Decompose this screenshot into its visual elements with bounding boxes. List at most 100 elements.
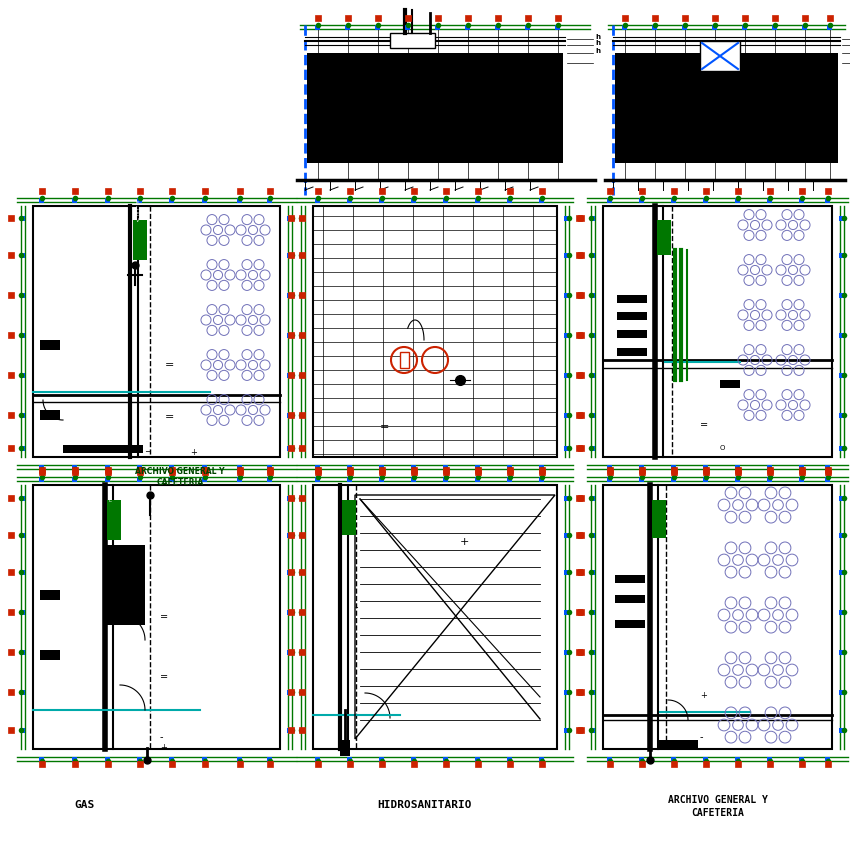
- Bar: [63, 445, 143, 453]
- Bar: [840, 570, 845, 575]
- Bar: [617, 312, 647, 320]
- Bar: [301, 445, 305, 451]
- Text: +: +: [460, 537, 469, 547]
- Bar: [591, 412, 596, 417]
- Bar: [315, 197, 320, 202]
- Bar: [268, 756, 273, 762]
- Bar: [72, 756, 77, 762]
- Text: h: h: [595, 48, 600, 54]
- Bar: [540, 756, 545, 762]
- Bar: [840, 412, 845, 417]
- Bar: [658, 740, 698, 748]
- Bar: [105, 197, 111, 202]
- Text: +: +: [700, 691, 707, 700]
- Bar: [301, 292, 305, 298]
- Bar: [591, 609, 596, 615]
- Text: GAS: GAS: [75, 800, 95, 810]
- Bar: [411, 197, 416, 202]
- Bar: [615, 53, 838, 163]
- Bar: [840, 609, 845, 615]
- Bar: [615, 595, 645, 603]
- Bar: [33, 485, 280, 749]
- Bar: [825, 197, 830, 202]
- Bar: [411, 464, 416, 469]
- Bar: [20, 252, 26, 258]
- Bar: [704, 197, 709, 202]
- Bar: [591, 570, 596, 575]
- Bar: [475, 464, 480, 469]
- Bar: [591, 649, 596, 654]
- Bar: [287, 570, 292, 575]
- Bar: [376, 25, 381, 30]
- Bar: [564, 252, 570, 258]
- Bar: [564, 216, 570, 220]
- Bar: [564, 292, 570, 298]
- Bar: [615, 620, 645, 628]
- Bar: [825, 464, 830, 469]
- Bar: [20, 532, 26, 537]
- Bar: [133, 220, 147, 260]
- Bar: [315, 25, 320, 30]
- Bar: [840, 216, 845, 220]
- Bar: [800, 477, 804, 481]
- Bar: [840, 496, 845, 501]
- Bar: [287, 252, 292, 258]
- Bar: [40, 340, 60, 350]
- Bar: [20, 649, 26, 654]
- Bar: [287, 332, 292, 337]
- Bar: [287, 689, 292, 694]
- Bar: [840, 728, 845, 733]
- Bar: [743, 25, 747, 30]
- Bar: [564, 496, 570, 501]
- Bar: [840, 445, 845, 451]
- Bar: [287, 292, 292, 298]
- Bar: [466, 25, 471, 30]
- Bar: [287, 445, 292, 451]
- Text: E
L
E: E L E: [109, 486, 112, 503]
- Bar: [617, 348, 647, 356]
- Text: O: O: [720, 445, 725, 451]
- Bar: [202, 197, 207, 202]
- Bar: [348, 197, 353, 202]
- Bar: [591, 728, 596, 733]
- Text: _: _: [145, 443, 150, 452]
- Bar: [313, 206, 557, 457]
- Bar: [840, 332, 845, 337]
- Bar: [20, 216, 26, 220]
- Bar: [301, 252, 305, 258]
- Bar: [301, 216, 305, 220]
- Bar: [657, 220, 671, 255]
- Bar: [313, 485, 557, 749]
- Text: =: =: [380, 422, 389, 432]
- Text: h: h: [595, 40, 600, 46]
- Bar: [301, 496, 305, 501]
- Bar: [138, 464, 143, 469]
- Bar: [840, 649, 845, 654]
- Bar: [564, 372, 570, 377]
- Bar: [390, 33, 435, 48]
- Bar: [301, 649, 305, 654]
- Bar: [107, 500, 121, 540]
- Bar: [564, 570, 570, 575]
- Bar: [639, 477, 644, 481]
- Bar: [591, 252, 596, 258]
- Bar: [342, 500, 356, 535]
- Bar: [379, 477, 384, 481]
- Bar: [507, 756, 513, 762]
- Bar: [301, 332, 305, 337]
- Bar: [39, 756, 44, 762]
- Bar: [20, 445, 26, 451]
- Bar: [20, 412, 26, 417]
- Bar: [307, 53, 563, 163]
- Bar: [603, 485, 832, 749]
- Bar: [564, 332, 570, 337]
- Bar: [105, 545, 145, 625]
- Bar: [169, 464, 174, 469]
- Bar: [138, 197, 143, 202]
- Text: =: =: [165, 360, 174, 370]
- Bar: [615, 575, 645, 583]
- Bar: [301, 728, 305, 733]
- Bar: [40, 590, 60, 600]
- Bar: [840, 252, 845, 258]
- Text: ARCHIVO GENERAL Y: ARCHIVO GENERAL Y: [668, 795, 768, 805]
